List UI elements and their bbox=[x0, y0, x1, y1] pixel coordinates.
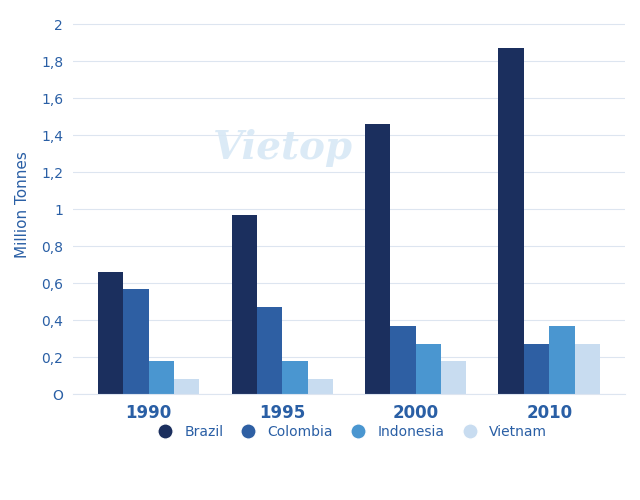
Legend: Brazil, Colombia, Indonesia, Vietnam: Brazil, Colombia, Indonesia, Vietnam bbox=[145, 419, 553, 444]
Bar bbox=[257, 308, 282, 394]
Y-axis label: Million Tonnes: Million Tonnes bbox=[15, 151, 30, 258]
Bar bbox=[524, 344, 549, 394]
Bar bbox=[282, 361, 308, 394]
Bar bbox=[575, 344, 600, 394]
Bar bbox=[232, 215, 257, 394]
Text: Vietop: Vietop bbox=[212, 128, 353, 166]
Bar bbox=[390, 326, 416, 394]
Bar bbox=[549, 326, 575, 394]
Bar bbox=[148, 361, 174, 394]
Bar bbox=[174, 380, 200, 394]
Bar bbox=[308, 380, 333, 394]
Bar bbox=[124, 289, 148, 394]
Bar bbox=[416, 344, 441, 394]
Bar bbox=[441, 361, 467, 394]
Bar bbox=[98, 272, 124, 394]
Bar bbox=[365, 124, 390, 394]
Bar bbox=[499, 48, 524, 394]
